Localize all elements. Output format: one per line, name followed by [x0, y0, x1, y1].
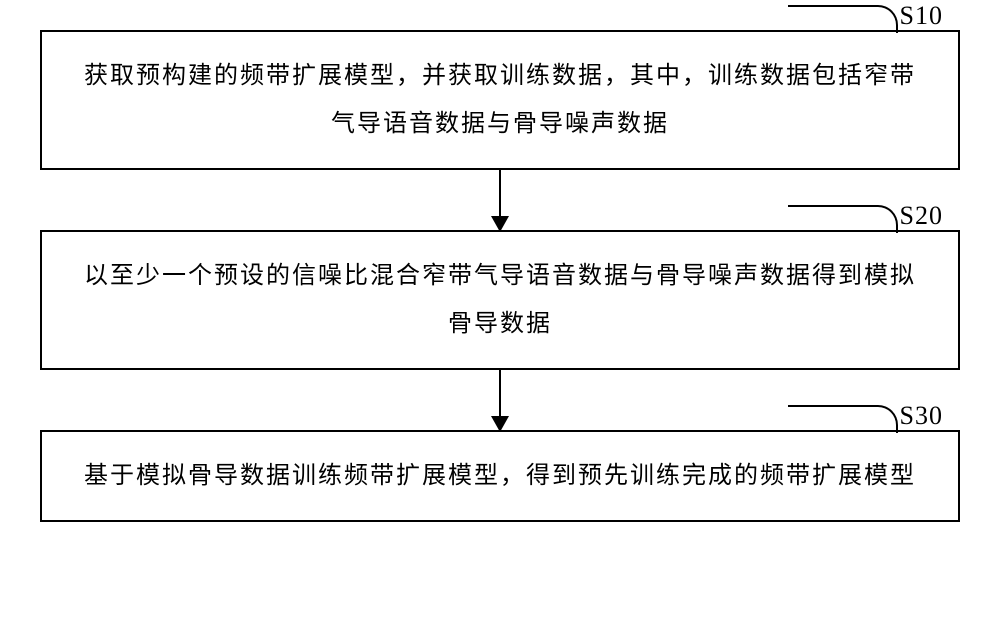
label-callout-s10: S10: [788, 0, 968, 32]
callout-line-icon: [788, 405, 898, 433]
callout-line-icon: [788, 205, 898, 233]
step-text: 以至少一个预设的信噪比混合窄带气导语音数据与骨导噪声数据得到模拟骨导数据: [84, 263, 916, 337]
flowchart-container: S10 获取预构建的频带扩展模型，并获取训练数据，其中，训练数据包括窄带气导语音…: [40, 30, 960, 522]
step-s30: S30 基于模拟骨导数据训练频带扩展模型，得到预先训练完成的频带扩展模型: [40, 430, 960, 522]
label-callout-s20: S20: [788, 200, 968, 232]
step-s20: S20 以至少一个预设的信噪比混合窄带气导语音数据与骨导噪声数据得到模拟骨导数据: [40, 230, 960, 370]
label-callout-s30: S30: [788, 400, 968, 432]
step-label: S20: [900, 190, 943, 242]
step-label: S10: [900, 0, 943, 42]
arrow-down-icon: [499, 370, 501, 430]
step-s10: S10 获取预构建的频带扩展模型，并获取训练数据，其中，训练数据包括窄带气导语音…: [40, 30, 960, 170]
step-label: S30: [900, 390, 943, 442]
callout-line-icon: [788, 5, 898, 33]
arrow-down-icon: [499, 170, 501, 230]
step-text: 获取预构建的频带扩展模型，并获取训练数据，其中，训练数据包括窄带气导语音数据与骨…: [84, 63, 916, 137]
step-text: 基于模拟骨导数据训练频带扩展模型，得到预先训练完成的频带扩展模型: [84, 463, 916, 489]
